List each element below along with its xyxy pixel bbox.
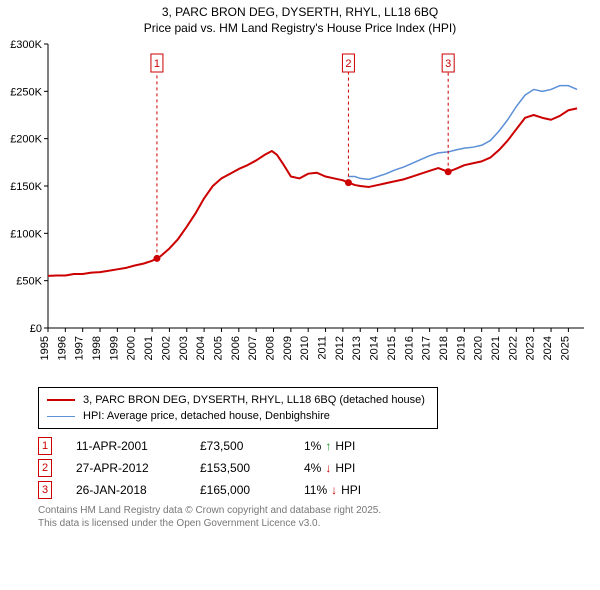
svg-text:2014: 2014: [369, 336, 381, 360]
svg-text:2008: 2008: [265, 336, 277, 360]
legend-label: 3, PARC BRON DEG, DYSERTH, RHYL, LL18 6B…: [83, 394, 425, 406]
svg-text:2001: 2001: [143, 336, 155, 360]
svg-text:2003: 2003: [178, 336, 190, 360]
delta-percent: 1%: [304, 439, 321, 453]
svg-text:£100K: £100K: [10, 229, 42, 241]
delta-suffix: HPI: [341, 483, 361, 497]
svg-text:2010: 2010: [299, 336, 311, 360]
delta-percent: 11%: [304, 483, 327, 497]
transaction-row: 3 26-JAN-2018 £165,000 11% ↓ HPI: [38, 479, 590, 501]
svg-text:2017: 2017: [421, 336, 433, 360]
svg-text:2019: 2019: [455, 336, 467, 360]
transaction-delta: 1% ↑ HPI: [304, 439, 355, 453]
svg-text:1998: 1998: [91, 336, 103, 360]
legend-item: HPI: Average price, detached house, Denb…: [47, 408, 429, 424]
transaction-price: £165,000: [200, 483, 280, 497]
svg-text:2004: 2004: [195, 336, 207, 360]
svg-text:2009: 2009: [282, 336, 294, 360]
transaction-row: 2 27-APR-2012 £153,500 4% ↓ HPI: [38, 457, 590, 479]
svg-text:2005: 2005: [212, 336, 224, 360]
chart-legend: 3, PARC BRON DEG, DYSERTH, RHYL, LL18 6B…: [38, 387, 438, 429]
transaction-price: £153,500: [200, 461, 280, 475]
footnote-line-2: This data is licensed under the Open Gov…: [38, 518, 590, 531]
svg-text:2007: 2007: [247, 336, 259, 360]
svg-text:£250K: £250K: [10, 87, 42, 99]
svg-text:2013: 2013: [351, 336, 363, 360]
svg-text:2024: 2024: [542, 336, 554, 360]
svg-text:2025: 2025: [559, 336, 571, 360]
svg-text:1: 1: [154, 58, 160, 70]
license-footnote: Contains HM Land Registry data © Crown c…: [38, 505, 590, 530]
arrow-down-icon: ↓: [331, 483, 337, 497]
transaction-marker: 3: [38, 481, 52, 499]
legend-swatch: [47, 399, 75, 401]
chart-title-block: 3, PARC BRON DEG, DYSERTH, RHYL, LL18 6B…: [0, 0, 600, 36]
svg-text:2016: 2016: [403, 336, 415, 360]
svg-text:1999: 1999: [108, 336, 120, 360]
delta-percent: 4%: [304, 461, 321, 475]
svg-text:£50K: £50K: [16, 276, 42, 288]
title-line-1: 3, PARC BRON DEG, DYSERTH, RHYL, LL18 6B…: [0, 4, 600, 20]
svg-text:1997: 1997: [74, 336, 86, 360]
transaction-table: 1 11-APR-2001 £73,500 1% ↑ HPI 2 27-APR-2012 £15…: [38, 435, 590, 501]
delta-suffix: HPI: [335, 461, 355, 475]
title-line-2: Price paid vs. HM Land Registry's House …: [0, 20, 600, 36]
transaction-delta: 11% ↓ HPI: [304, 483, 361, 497]
arrow-down-icon: ↓: [325, 461, 331, 475]
svg-text:2012: 2012: [334, 336, 346, 360]
svg-text:2011: 2011: [317, 336, 329, 360]
transaction-date: 11-APR-2001: [76, 439, 176, 453]
transaction-price: £73,500: [200, 439, 280, 453]
transaction-delta: 4% ↓ HPI: [304, 461, 355, 475]
transaction-marker: 2: [38, 459, 52, 477]
svg-text:3: 3: [445, 58, 451, 70]
price-chart: £0 £50K £100K £150K £200K £250K £300K 1995 1996 1…: [10, 38, 590, 381]
footnote-line-1: Contains HM Land Registry data © Crown c…: [38, 505, 590, 518]
svg-text:1995: 1995: [39, 336, 51, 360]
transaction-date: 27-APR-2012: [76, 461, 176, 475]
svg-text:2000: 2000: [126, 336, 138, 360]
svg-text:£150K: £150K: [10, 181, 42, 193]
transaction-date: 26-JAN-2018: [76, 483, 176, 497]
arrow-up-icon: ↑: [325, 439, 331, 453]
svg-text:1996: 1996: [56, 336, 68, 360]
legend-item: 3, PARC BRON DEG, DYSERTH, RHYL, LL18 6B…: [47, 392, 429, 408]
legend-label: HPI: Average price, detached house, Denb…: [83, 410, 330, 422]
svg-text:2015: 2015: [386, 336, 398, 360]
delta-suffix: HPI: [335, 439, 355, 453]
legend-swatch: [47, 416, 75, 418]
svg-text:£200K: £200K: [10, 134, 42, 146]
svg-text:2020: 2020: [473, 336, 485, 360]
svg-text:2022: 2022: [507, 336, 519, 360]
svg-text:2: 2: [345, 58, 351, 70]
chart-svg: £0 £50K £100K £150K £200K £250K £300K 1995 1996 1…: [10, 38, 590, 378]
svg-text:£300K: £300K: [10, 39, 42, 51]
svg-text:2002: 2002: [160, 336, 172, 360]
svg-text:2018: 2018: [438, 336, 450, 360]
svg-text:2021: 2021: [490, 336, 502, 360]
transaction-row: 1 11-APR-2001 £73,500 1% ↑ HPI: [38, 435, 590, 457]
svg-text:£0: £0: [30, 323, 42, 335]
svg-text:2023: 2023: [525, 336, 537, 360]
svg-text:2006: 2006: [230, 336, 242, 360]
transaction-marker: 1: [38, 437, 52, 455]
